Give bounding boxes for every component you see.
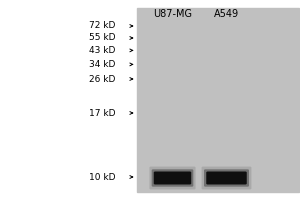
Text: 34 kD: 34 kD: [89, 60, 116, 69]
Text: A549: A549: [214, 9, 239, 19]
Text: 26 kD: 26 kD: [89, 74, 116, 84]
Text: U87-MG: U87-MG: [153, 9, 192, 19]
FancyBboxPatch shape: [154, 171, 191, 184]
FancyBboxPatch shape: [202, 167, 251, 189]
Text: 55 kD: 55 kD: [89, 33, 116, 43]
FancyBboxPatch shape: [206, 171, 247, 184]
Text: 72 kD: 72 kD: [89, 21, 116, 30]
FancyBboxPatch shape: [149, 167, 196, 189]
Text: 43 kD: 43 kD: [89, 46, 116, 55]
Text: 10 kD: 10 kD: [89, 172, 116, 182]
Text: 17 kD: 17 kD: [89, 108, 116, 117]
FancyBboxPatch shape: [204, 169, 249, 187]
Bar: [136, 8, 298, 192]
FancyBboxPatch shape: [152, 169, 193, 187]
